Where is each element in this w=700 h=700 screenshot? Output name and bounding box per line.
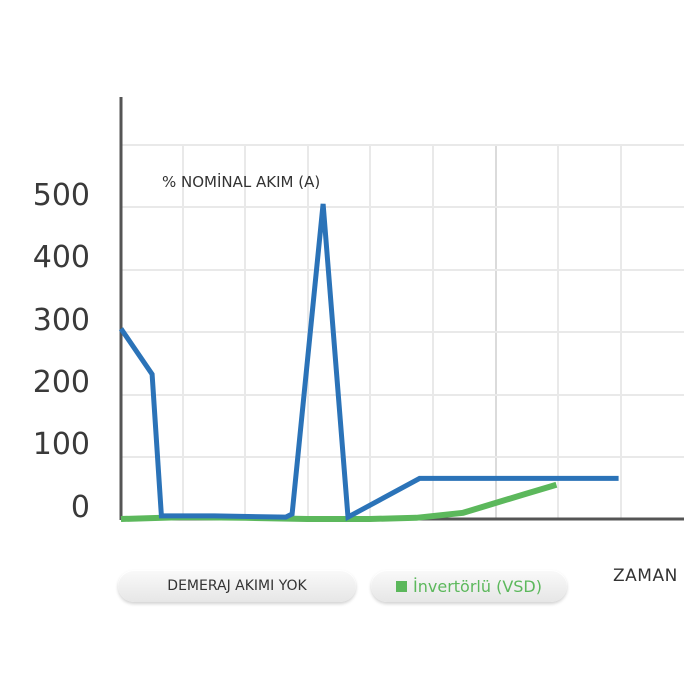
chart-annotation: % NOMİNAL AKIM (A)	[162, 172, 320, 191]
y-tick-labels: 500 400 300 200 100 0	[33, 178, 90, 525]
no-inrush-current-label: DEMERAJ AKIMI YOK	[167, 578, 307, 594]
y-tick-label: 100	[33, 427, 90, 462]
grid	[121, 144, 684, 519]
x-axis-label: ZAMAN	[613, 566, 678, 586]
vsd-legend-button[interactable]: İnvertörlü (VSD)	[371, 570, 567, 602]
y-tick-label: 300	[33, 303, 90, 338]
series-line-blue	[118, 203, 619, 522]
y-tick-label: 500	[33, 178, 90, 213]
y-tick-label: 400	[33, 240, 90, 275]
green-square-icon	[396, 580, 408, 592]
series-lines	[118, 203, 619, 522]
y-tick-label: 0	[71, 490, 90, 525]
vsd-legend-label: İnvertörlü (VSD)	[413, 576, 542, 596]
y-tick-label: 200	[33, 365, 90, 400]
no-inrush-current-button[interactable]: DEMERAJ AKIMI YOK	[118, 570, 356, 602]
